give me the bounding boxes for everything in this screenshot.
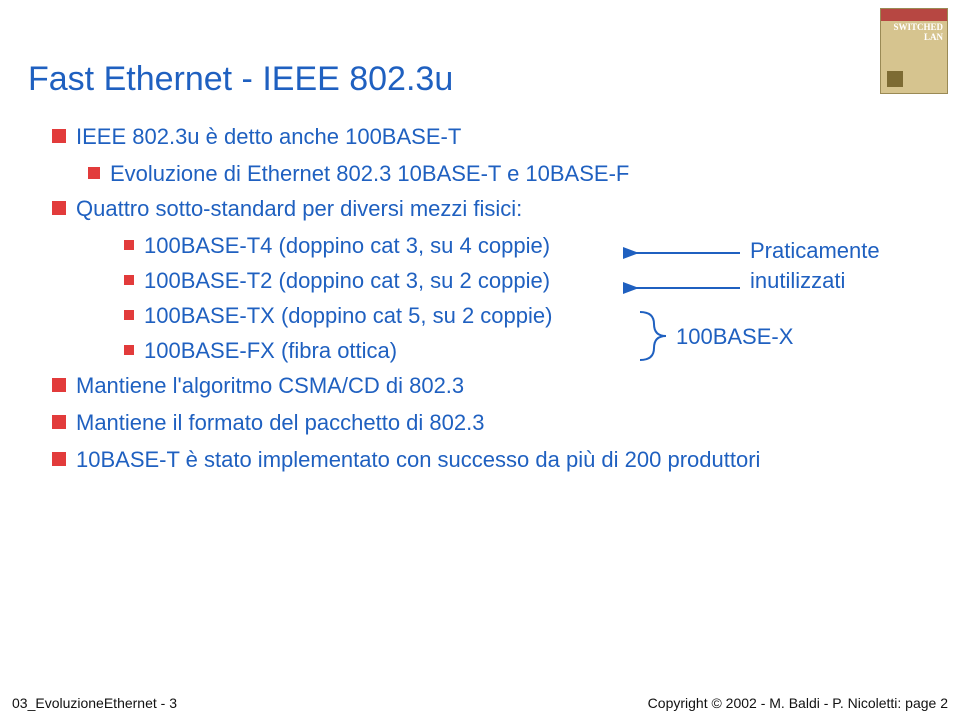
book-publisher-mark [887,71,903,87]
footer-left: 03_EvoluzioneEthernet - 3 [12,695,177,711]
book-title-line1: SWITCHED [893,22,943,32]
annotation-praticamente: Praticamente [750,238,880,264]
bullet-l1: IEEE 802.3u è detto anche 100BASE-T [52,120,832,153]
slide-content: IEEE 802.3u è detto anche 100BASE-T Evol… [52,120,832,480]
bullet-l1: 10BASE-T è stato implementato con succes… [52,443,832,476]
book-title-line2: LAN [924,32,943,42]
slide-footer: 03_EvoluzioneEthernet - 3 Copyright © 20… [0,692,960,720]
book-band [881,9,947,21]
bullet-l3: 100BASE-T4 (doppino cat 3, su 4 coppie) [124,229,832,262]
book-cover-thumbnail: SWITCHED LAN [880,8,948,94]
footer-right: Copyright © 2002 - M. Baldi - P. Nicolet… [648,695,948,711]
bullet-l1: Quattro sotto-standard per diversi mezzi… [52,192,832,225]
annotation-100base-x: 100BASE-X [676,324,793,350]
bullet-l3: 100BASE-T2 (doppino cat 3, su 2 coppie) [124,264,832,297]
book-title: SWITCHED LAN [885,23,943,43]
bullet-l1: Mantiene l'algoritmo CSMA/CD di 802.3 [52,369,832,402]
bullet-l2: Evoluzione di Ethernet 802.3 10BASE-T e … [88,157,832,190]
slide-title: Fast Ethernet - IEEE 802.3u [28,60,453,99]
annotation-inutilizzati: inutilizzati [750,268,845,294]
bullet-l1: Mantiene il formato del pacchetto di 802… [52,406,832,439]
